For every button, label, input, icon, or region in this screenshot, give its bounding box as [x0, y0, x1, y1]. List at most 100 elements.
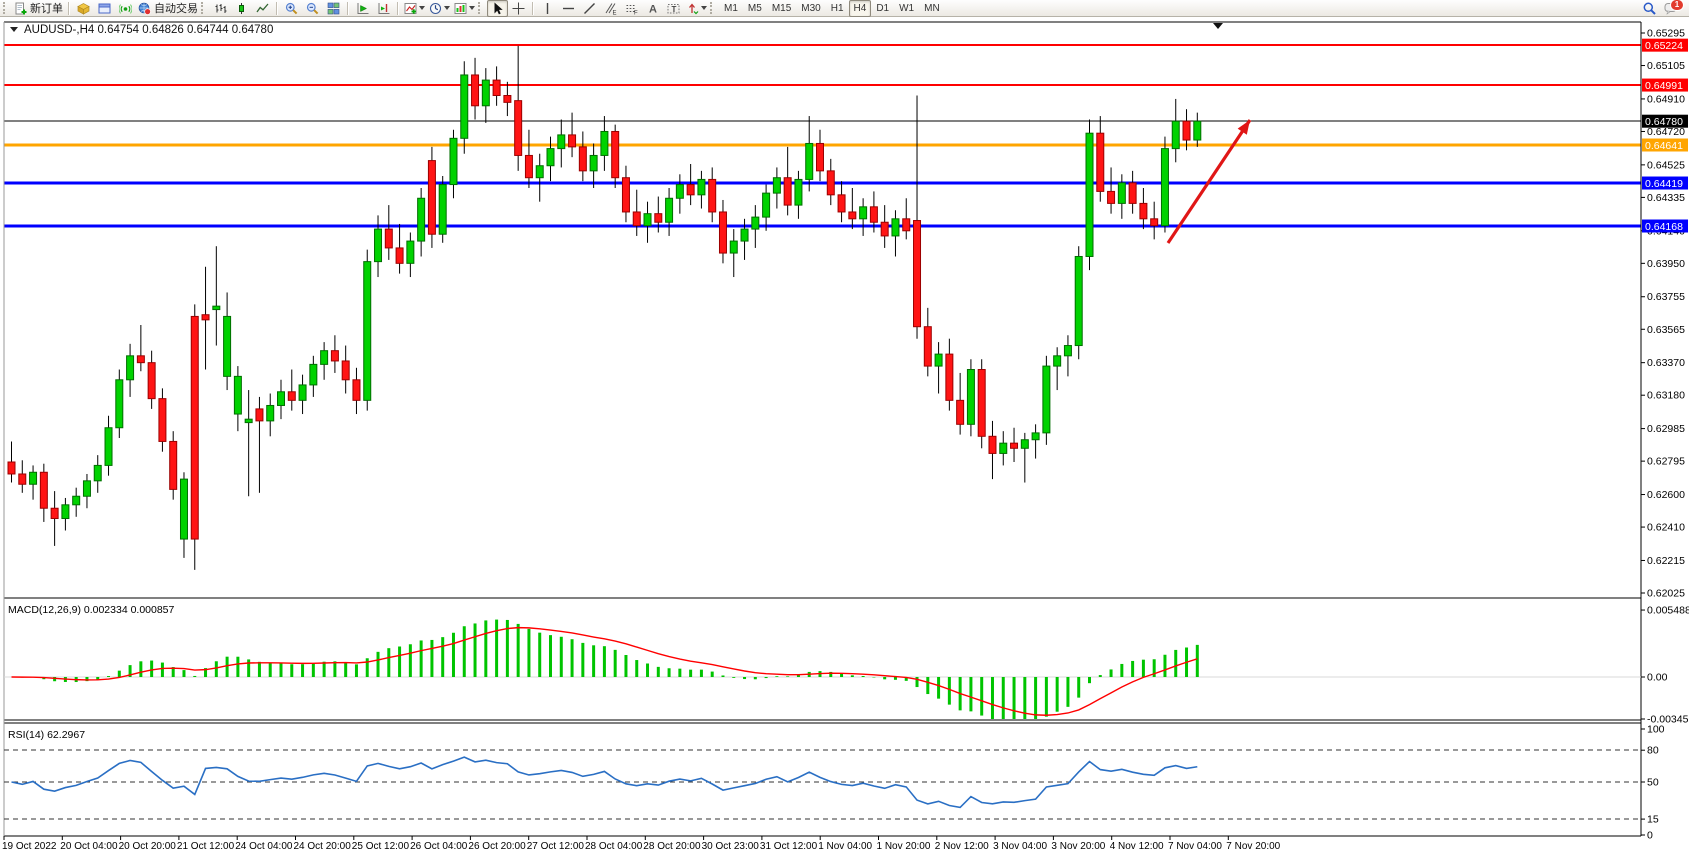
- zoom-in-button[interactable]: [281, 0, 302, 17]
- time-axis[interactable]: 19 Oct 2022 20 Oct 04:00 20 Oct 20:00 21 Oc…: [2, 836, 1281, 852]
- timeframe-button-D1[interactable]: D1: [876, 2, 890, 14]
- candle-body: [82, 480, 91, 497]
- trend-arrow[interactable]: [1166, 119, 1252, 244]
- candle-body: [654, 213, 663, 223]
- timeframe-button-MN[interactable]: MN: [924, 2, 940, 14]
- line-chart-button[interactable]: [252, 0, 273, 17]
- chart-shift-button[interactable]: [373, 0, 394, 17]
- zoom-out-button[interactable]: [302, 0, 323, 17]
- toolbar-grip[interactable]: [3, 2, 9, 14]
- price-axis-label: 0.64910: [1647, 93, 1685, 105]
- candle-body: [902, 218, 911, 232]
- price-badge-0.64780: 0.64780: [1645, 116, 1683, 128]
- candle-body: [718, 211, 727, 254]
- candle-body: [374, 228, 383, 263]
- data-window-button[interactable]: [94, 0, 115, 17]
- vertical-line-tool-button[interactable]: [537, 0, 558, 17]
- auto-scroll-button[interactable]: [352, 0, 373, 17]
- symbol-dropdown-icon[interactable]: [10, 27, 18, 32]
- candle-body: [923, 326, 932, 367]
- candle-body: [611, 130, 620, 179]
- arrows-tool-button[interactable]: [684, 0, 709, 17]
- price-badge-bg: [1642, 219, 1688, 233]
- tile-windows-button[interactable]: [323, 0, 344, 17]
- navigator-button[interactable]: [115, 0, 136, 17]
- chart-area[interactable]: 0.65295 0.65105 0.64910 0.64720 0.64525 0.643…: [0, 17, 1689, 859]
- macd-axis-label: 0.00: [1647, 672, 1668, 684]
- rsi-axis-label: 50: [1647, 777, 1659, 789]
- timeframe-button-M15[interactable]: M15: [771, 2, 792, 14]
- cursor-icon: [491, 2, 504, 15]
- candle-body: [826, 170, 835, 196]
- horizontal-line-tool-button[interactable]: [558, 0, 579, 17]
- candlestick-chart-button[interactable]: [231, 0, 252, 17]
- indicators-button[interactable]: [402, 0, 427, 17]
- candle-body: [233, 375, 242, 415]
- cursor-tool-button[interactable]: [487, 0, 508, 17]
- text-tool-button[interactable]: A: [642, 0, 663, 17]
- price-axis-label: 0.62025: [1647, 588, 1685, 600]
- candle-body: [39, 471, 48, 509]
- bar-chart-button[interactable]: [210, 0, 231, 17]
- price-axis-label: 0.63180: [1647, 390, 1685, 402]
- price-badge-0.65224: 0.65224: [1645, 40, 1683, 52]
- candle-body: [945, 353, 954, 401]
- trendline-tool-button[interactable]: [579, 0, 600, 17]
- price-axis-label: 0.63370: [1647, 357, 1685, 369]
- search-button[interactable]: [1639, 0, 1660, 17]
- macd-axis-label: -0.003457: [1647, 714, 1689, 726]
- toolbar-grip[interactable]: [201, 2, 207, 14]
- zoom-out-icon: [306, 2, 319, 15]
- candle-body: [1171, 120, 1180, 150]
- channels-tool-button[interactable]: F: [621, 0, 642, 17]
- candle-body: [859, 206, 868, 220]
- timeframe-button-M5[interactable]: M5: [747, 2, 762, 14]
- time-axis-label: 20 Oct 20:00: [119, 841, 177, 852]
- candle-body: [632, 211, 641, 227]
- timeframe-button-M1[interactable]: M1: [724, 2, 738, 14]
- candle-body: [492, 79, 501, 97]
- timeframe-button-W1[interactable]: W1: [899, 2, 915, 14]
- candle-body: [1074, 255, 1083, 347]
- candle-body: [514, 100, 523, 156]
- svg-text:F: F: [634, 10, 638, 15]
- time-axis-label: 27 Oct 12:00: [527, 841, 585, 852]
- candle-body: [341, 360, 350, 381]
- auto-trading-button[interactable]: 自动交易: [136, 0, 200, 17]
- candle-body: [179, 478, 188, 540]
- notifications-button[interactable]: 1: [1660, 0, 1684, 17]
- candle-body: [395, 247, 404, 264]
- svg-text:A: A: [649, 3, 657, 15]
- candle-body: [1042, 365, 1051, 434]
- time-axis-label: 19 Oct 2022: [2, 841, 57, 852]
- periods-button[interactable]: [427, 0, 452, 17]
- text-label-tool-button[interactable]: T: [663, 0, 684, 17]
- timeframe-button-H4[interactable]: H4: [848, 0, 872, 17]
- fibonacci-tool-button[interactable]: E: [600, 0, 621, 17]
- price-axis[interactable]: 0.65295 0.65105 0.64910 0.64720 0.64525 0.643…: [1641, 28, 1685, 600]
- trend-arrow-head: [1237, 120, 1250, 135]
- templates-button[interactable]: [452, 0, 477, 17]
- market-watch-button[interactable]: [73, 0, 94, 17]
- market-watch-icon: [77, 2, 90, 15]
- timeframe-button-H1[interactable]: H1: [830, 2, 844, 14]
- candle-body: [212, 305, 221, 311]
- crosshair-tool-button[interactable]: [508, 0, 529, 17]
- toolbar-grip[interactable]: [478, 2, 484, 14]
- separator: [532, 1, 534, 15]
- candle-body: [643, 213, 652, 227]
- chevron-down-icon: [419, 6, 425, 10]
- toolbar-grip[interactable]: [710, 2, 716, 14]
- rsi-axis-label: 0: [1647, 830, 1653, 842]
- chevron-down-icon: [469, 6, 475, 10]
- candle-body: [568, 134, 577, 148]
- candle-body: [1031, 432, 1040, 441]
- timeframe-button-M30[interactable]: M30: [801, 2, 821, 14]
- candle-body: [557, 134, 566, 150]
- chart-shift-marker[interactable]: [1213, 23, 1223, 29]
- new-order-button[interactable]: 新订单: [12, 0, 65, 17]
- candle-body: [223, 315, 232, 377]
- rsi-line: [11, 756, 1198, 809]
- candle-body: [266, 404, 275, 422]
- candle-body: [93, 464, 102, 482]
